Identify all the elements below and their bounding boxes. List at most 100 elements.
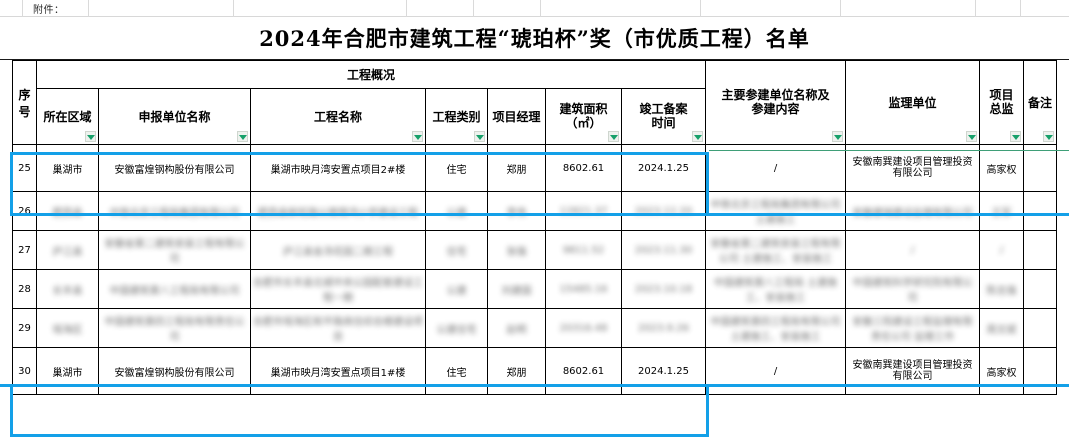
cell-supervisor-unit-line1: 安徽南巽建设项目管理投资 [852, 156, 973, 168]
filter-dropdown-completed[interactable] [692, 131, 703, 142]
cell-chief: 陈志强 [979, 269, 1024, 309]
column-header-applicant: 申报单位名称 [98, 88, 251, 145]
filter-dropdown-applicant[interactable] [237, 131, 248, 142]
redacted-text: 安徽三阳建设工程监理有限责任公司 监理工作 [852, 317, 973, 343]
redacted-text: / [999, 244, 1004, 256]
filter-dropdown-area[interactable] [608, 131, 619, 142]
cell-supervisor-unit: / [845, 230, 980, 270]
cell-supervisor-unit: 安徽南巽建设项目管理投资 有限公司 [845, 347, 980, 395]
cell-supervisor-unit: 安徽建瑞建设监理有限公司 [845, 191, 980, 231]
cell-seq: 26 [12, 191, 37, 231]
column-header-partners: 主要参建单位名称及 参建内容 [705, 60, 846, 145]
column-header-chief-line1: 项目 [989, 87, 1014, 102]
cell-area: 12821.37 [545, 191, 622, 231]
cell-applicant: 安徽省第二建筑安装工程有限公司 [98, 230, 251, 270]
cell-category: 公建 [425, 269, 488, 309]
cell-completed: 2024.1.25 [621, 347, 706, 395]
cell-partners: 中国建筑第八工程局 土建施工、安装施工 [705, 269, 846, 309]
redacted-text: 公建 [446, 285, 467, 297]
column-header-supervisor-unit: 监理单位 [845, 60, 980, 145]
table-subheader-row: 所在区域 申报单位名称 工程名称 工程类别 项目经理 建筑面积 （ [13, 88, 1057, 145]
cell-region: 长丰县 [36, 269, 99, 309]
cell-region: 瑶海区 [36, 308, 99, 348]
redacted-text: 20316.48 [559, 322, 608, 334]
column-header-project-label: 工程名称 [313, 110, 362, 124]
filter-dropdown-project[interactable] [412, 131, 423, 142]
cell-completed: 2023.12.20 [621, 191, 706, 231]
column-header-completed: 竣工备案 时间 [621, 88, 706, 145]
table-row[interactable]: 29 瑶海区 中国建筑第四工程局有限责任公司 合肥市瑶海区和平路商住综合楼建设项… [12, 308, 1057, 348]
cell-area: 9811.52 [545, 230, 622, 270]
cell-completed: 2023.11.30 [621, 230, 706, 270]
table-row[interactable]: 30 巢湖市 安徽富煌钢构股份有限公司 巢湖市映月湾安置点项目1#楼 住宅 郑朋… [12, 347, 1057, 395]
cell-supervisor-unit: 安徽三阳建设工程监理有限责任公司 监理工作 [845, 308, 980, 348]
column-header-applicant-label: 申报单位名称 [138, 110, 211, 124]
redacted-text: 中国建筑科学研究院有限公司 [852, 278, 973, 304]
cell-remark [1023, 308, 1057, 348]
redacted-text: 瑶海区 [52, 324, 83, 336]
redacted-text: 15485.16 [559, 283, 608, 295]
cell-chief: 王军 [979, 191, 1024, 231]
redacted-text: 中国建筑第四工程局有限责任公司 [104, 317, 245, 343]
cell-remark [1023, 230, 1057, 270]
table-row[interactable]: 26 肥西县 中铁北京工程局集团有限公司 肥西县新旺路以南锦鸿小学建设工程 公建… [12, 191, 1057, 231]
redacted-text: 张强 [506, 246, 527, 258]
redacted-text: 刘建国 [501, 285, 532, 297]
column-header-partners-line1: 主要参建单位名称及 [721, 87, 830, 102]
redacted-text: 9811.52 [562, 244, 605, 256]
filter-dropdown-supervisor-unit[interactable] [966, 131, 977, 142]
filter-dropdown-remark[interactable] [1043, 131, 1054, 142]
cell-project: 合肥市长丰县北城中央公园配套建设工程一期 [250, 269, 426, 309]
column-group-header-overview: 工程概况 [36, 60, 706, 89]
cell-supervisor-unit: 安徽南巽建设项目管理投资 有限公司 [845, 144, 980, 192]
cell-seq: 25 [12, 144, 37, 192]
cell-project: 合肥市瑶海区和平路商住综合楼建设项目 [250, 308, 426, 348]
cell-applicant: 安徽富煌钢构股份有限公司 [98, 347, 251, 395]
column-header-project: 工程名称 [250, 88, 426, 145]
column-header-category: 工程类别 [425, 88, 488, 145]
cell-remark [1023, 269, 1057, 309]
column-header-remark: 备注 [1023, 60, 1057, 145]
redacted-text: 赵明 [506, 324, 527, 336]
redacted-text: 2023.11.30 [634, 244, 693, 256]
cell-seq: 30 [12, 347, 37, 395]
cell-area: 8602.61 [545, 347, 622, 395]
column-header-region: 所在区域 [36, 88, 99, 145]
page-title: 2024年合肥市建筑工程“琥珀杯”奖（市优质工程）名单 [259, 26, 810, 51]
filter-dropdown-partners[interactable] [832, 131, 843, 142]
cell-seq: 27 [12, 230, 37, 270]
redacted-text: 安徽省第二建筑安装工程有限公司 [104, 239, 245, 265]
table-row[interactable]: 25 巢湖市 安徽富煌钢构股份有限公司 巢湖市映月湾安置点项目2#楼 住宅 郑朋… [12, 144, 1057, 192]
cell-partners: 中铁北京工程局集团有限公司 土建施工 [705, 191, 846, 231]
redacted-text: 安徽省第二建筑安装工程有限公司 土建施工、安装施工 [710, 239, 841, 265]
redacted-text: 2023.10.18 [634, 283, 693, 295]
redacted-text: 合肥市长丰县北城中央公园配套建设工程一期 [253, 278, 423, 304]
column-header-completed-line1: 竣工备案 [639, 101, 688, 116]
redacted-text: 中铁北京工程局集团有限公司 [109, 207, 240, 219]
filter-dropdown-chief[interactable] [1010, 131, 1021, 142]
cell-applicant: 安徽富煌钢构股份有限公司 [98, 144, 251, 192]
cell-chief: 周文斌 [979, 308, 1024, 348]
cell-region: 肥西县 [36, 191, 99, 231]
cell-partners: 中国建筑第四工程局有限公司 土建施工、安装施工 [705, 308, 846, 348]
filter-dropdown-category[interactable] [474, 131, 485, 142]
cell-supervisor-unit: 中国建筑科学研究院有限公司 [845, 269, 980, 309]
table-row[interactable]: 28 长丰县 中国建筑第八工程局有限公司 合肥市长丰县北城中央公园配套建设工程一… [12, 269, 1057, 309]
redacted-text: 周文斌 [986, 324, 1017, 336]
table-row[interactable]: 27 庐江县 安徽省第二建筑安装工程有限公司 庐江县金汤花园二期工程 住宅 张强… [12, 230, 1057, 270]
cell-applicant: 中国建筑第四工程局有限责任公司 [98, 308, 251, 348]
cell-manager: 郑朋 [487, 144, 546, 192]
cell-seq: 28 [12, 269, 37, 309]
redacted-text: 中国建筑第八工程局有限公司 [109, 285, 240, 297]
column-header-area: 建筑面积 （㎡） [545, 88, 622, 145]
cell-remark [1023, 347, 1057, 395]
column-header-category-label: 工程类别 [432, 110, 481, 124]
cell-supervisor-unit-line2: 有限公司 [892, 168, 933, 179]
cell-supervisor-unit-line1: 安徽南巽建设项目管理投资 [852, 359, 973, 371]
cell-applicant: 中铁北京工程局集团有限公司 [98, 191, 251, 231]
filter-dropdown-region[interactable] [85, 131, 96, 142]
cell-category: 住宅 [425, 144, 488, 192]
column-header-seq: 序号 [12, 60, 37, 145]
redacted-text: 住宅 [446, 246, 467, 258]
cell-project: 巢湖市映月湾安置点项目1#楼 [250, 347, 426, 395]
